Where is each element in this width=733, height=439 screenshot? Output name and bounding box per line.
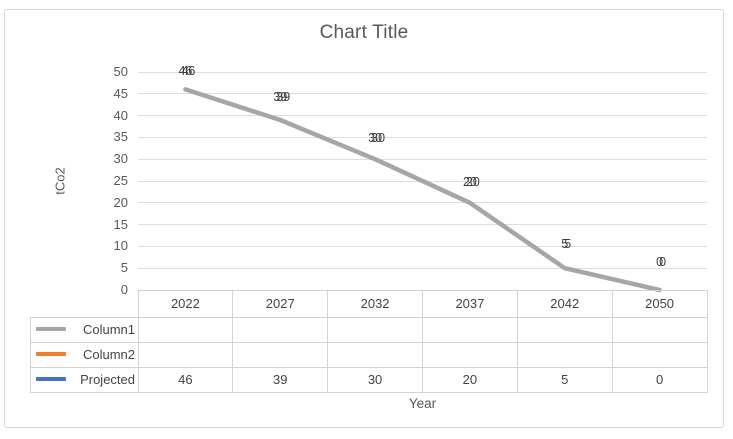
gridline (138, 202, 707, 204)
data-label: 46 46 (155, 64, 215, 79)
table-header-cell: 2050 (645, 296, 675, 311)
x-axis-title: Year (408, 396, 437, 411)
table-border (516, 290, 518, 392)
table-border (422, 290, 423, 392)
gridline (138, 267, 707, 269)
series-name: Column1 (82, 322, 135, 337)
gridline (138, 158, 707, 160)
data-label-text-overlap: 0 (659, 255, 667, 269)
table-header-cell: 2022 (170, 296, 200, 311)
table-cell: 5 (561, 372, 569, 387)
y-tick-label: 15 (113, 216, 128, 232)
table-border (327, 290, 329, 392)
table-border (611, 290, 613, 392)
data-label-text: 39 (273, 90, 288, 104)
data-label: 20 20 (440, 175, 500, 190)
y-tick-label: 25 (113, 173, 128, 188)
table-border (138, 289, 708, 291)
y-tick-label: 40 (113, 107, 128, 123)
table-cell: 0 (655, 372, 664, 387)
chart-outer-border (4, 9, 724, 428)
series-name: Projected (80, 372, 135, 387)
y-tick-label: 10 (113, 238, 128, 254)
data-label: 39 39 (250, 90, 310, 105)
table-cell: 30 (367, 372, 383, 387)
gridline (138, 245, 707, 247)
gridline (138, 71, 707, 73)
data-label-text-overlap: 30 (371, 131, 386, 145)
y-tick-label: 20 (113, 194, 128, 210)
y-tick-label: 45 (113, 85, 128, 101)
legend-key-column1 (36, 327, 66, 331)
gridline (138, 224, 707, 226)
data-label-text: 0 (656, 255, 664, 269)
data-label-text-overlap: 5 (564, 237, 572, 251)
legend-key-projected (36, 377, 66, 381)
data-label-text-overlap: 46 (181, 64, 196, 78)
data-label-text: 5 (561, 237, 569, 251)
table-header-cell: 2042 (550, 296, 580, 311)
data-label-text: 20 (462, 175, 477, 189)
table-border (30, 316, 708, 318)
series-name: Column2 (82, 347, 135, 362)
data-label-text: 30 (368, 131, 383, 145)
table-cell: 39 (273, 372, 288, 387)
table-cell: 46 (178, 372, 193, 387)
y-tick-label: 5 (120, 260, 128, 276)
series-line-path (183, 87, 662, 293)
table-border (30, 366, 708, 368)
gridline (138, 115, 707, 117)
gridline (138, 136, 707, 138)
y-tick-label: 0 (120, 282, 128, 297)
legend-key-column2 (36, 352, 66, 356)
table-border (29, 317, 31, 392)
table-border (137, 290, 139, 392)
data-label-text-overlap: 20 (465, 175, 480, 189)
table-header-cell: 2027 (265, 296, 295, 311)
table-cell: 20 (462, 372, 478, 387)
table-border (232, 290, 234, 392)
y-tick-label: 50 (113, 64, 128, 79)
table-header-cell: 2037 (455, 296, 485, 311)
table-border (30, 341, 708, 343)
table-header-cell: 2032 (360, 296, 390, 311)
table-border (706, 290, 708, 392)
table-border (30, 391, 708, 393)
y-tick-label: 35 (113, 129, 128, 145)
data-label-text: 46 (178, 64, 193, 78)
data-label: 30 30 (345, 131, 405, 146)
chart-title: Chart Title (319, 22, 409, 43)
data-label-text-overlap: 39 (276, 90, 291, 104)
y-tick-label: 30 (113, 151, 128, 167)
gridline (138, 93, 707, 95)
